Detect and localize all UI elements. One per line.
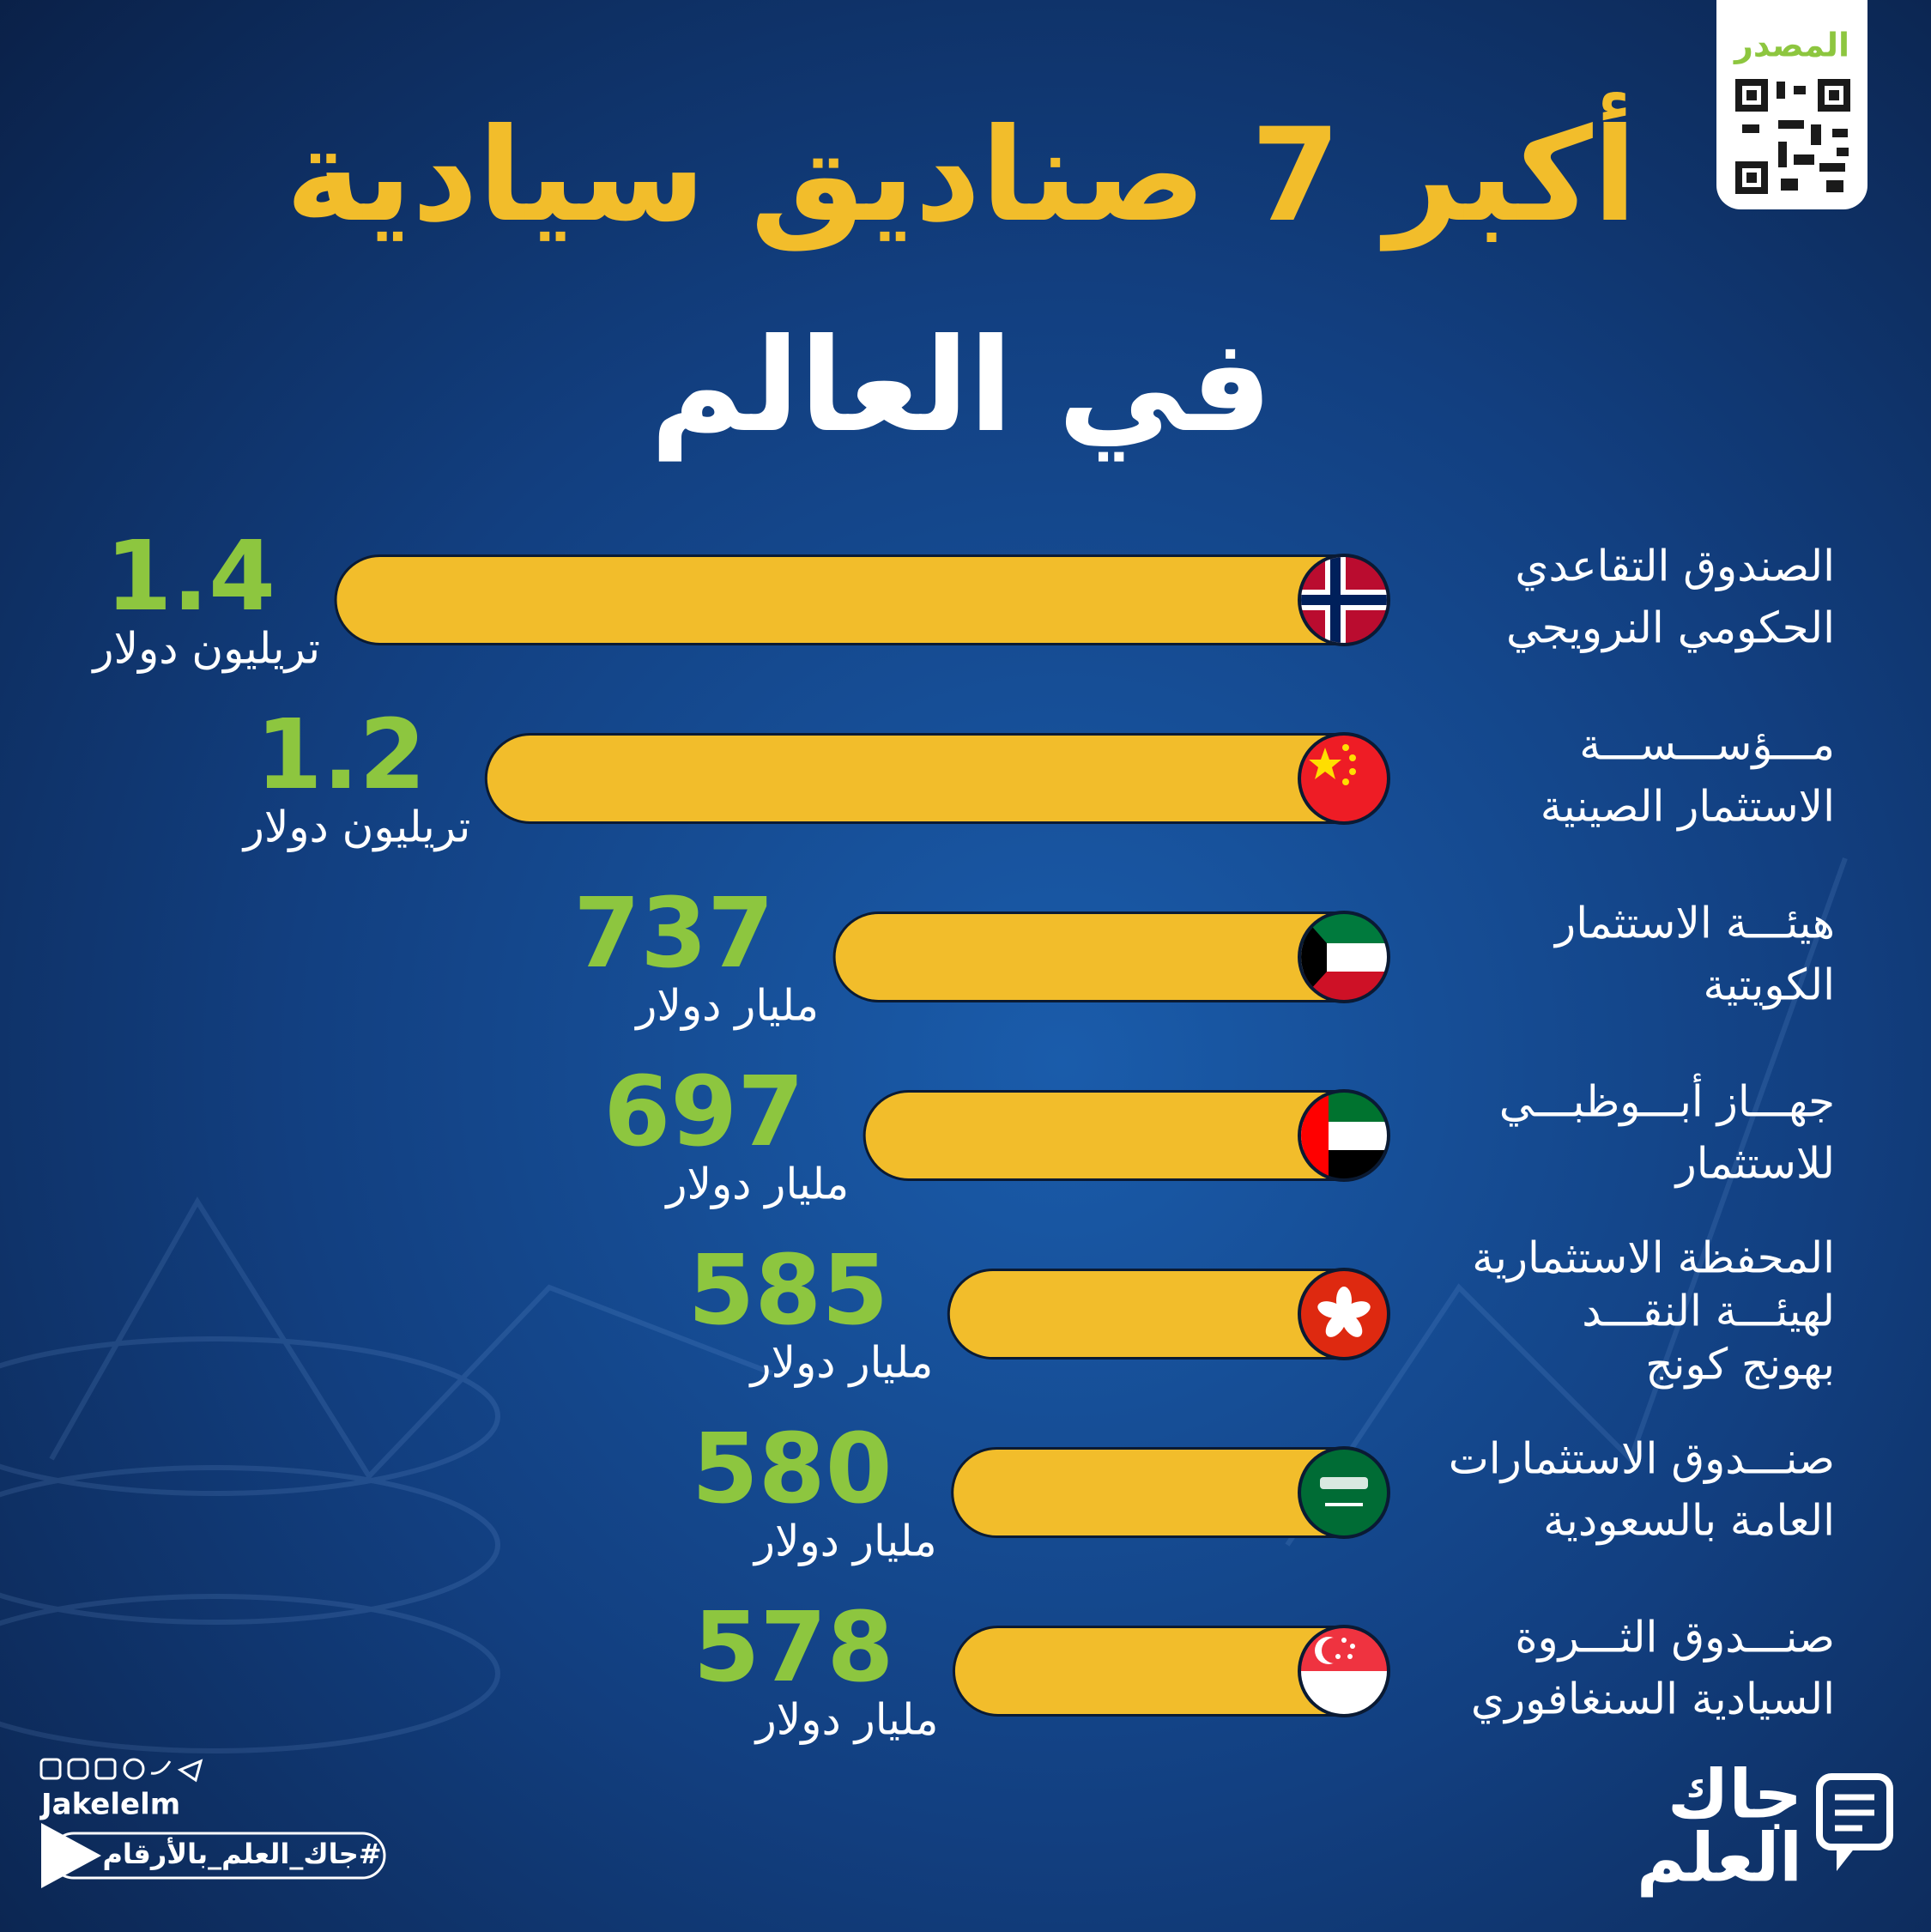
footer: Jakelelm #جاك_العلم_بالأرقام جاك العلم [39,1756,1893,1897]
category-label: هيئـــة الاستثمار [1553,899,1835,948]
logo: جاك العلم [1637,1756,1893,1897]
social-icons [39,1758,203,1783]
category-label: لهيئـــة النقـــد [1582,1287,1835,1337]
flag [1301,1093,1387,1178]
category-label: بهونج كونج [1645,1340,1835,1390]
value-label: 1.4 [106,521,275,633]
category-label: الكويتية [1704,960,1835,1010]
category-label: العامة بالسعودية [1543,1496,1835,1546]
unit-label: تريليون دولار [241,802,471,853]
category-label: السيادية السنغافوري [1471,1675,1835,1724]
title: في العالم [651,312,1273,462]
unit-label: مليار دولار [754,1695,939,1746]
bar [334,554,1390,645]
value-label: 697 [603,1057,804,1168]
flag [1301,1271,1387,1357]
category-label: للاستثمار [1674,1139,1835,1189]
category-label: المحفظة الاستثمارية [1472,1233,1835,1283]
value-label: 585 [687,1235,888,1347]
category-label: مـــؤســـســـة [1579,720,1835,770]
bar [484,733,1390,824]
logo-text: العلم [1637,1820,1802,1897]
category-label: الصندوق التقاعدي [1515,542,1835,592]
unit-label: تريليون دولار [90,624,320,675]
hashtag: #جاك_العلم_بالأرقام [102,1837,381,1870]
category-label: صنـــدوق الاستثمارات [1449,1434,1835,1485]
category-label: الحكومي النرويجي [1506,603,1835,654]
value-label: 1.2 [256,700,426,811]
flag [1301,914,1387,1000]
handle: Jakelelm [39,1788,180,1822]
unit-label: مليار دولار [663,1160,849,1210]
play-icon [41,1823,101,1888]
unit-label: مليار دولار [752,1517,937,1567]
flag [1301,1450,1387,1535]
flag [1301,1628,1387,1714]
flag [1301,557,1387,643]
category-label: صنـــدوق الثـــروة [1515,1613,1835,1663]
unit-label: مليار دولار [748,1338,934,1389]
qr-code [1734,77,1852,196]
logo-text: جاك [1668,1756,1802,1833]
source-box: المصدر [1716,0,1867,209]
flag [1301,736,1387,821]
title: أكبر 7 صناديق سيادية [286,92,1637,251]
value-label: 578 [693,1592,894,1704]
value-label: 737 [573,878,774,990]
category-label: جهـــاز أبـــوظبـــي [1499,1074,1835,1128]
unit-label: مليار دولار [633,981,819,1032]
decoration [0,857,1848,1753]
category-label: الاستثمار الصينية [1541,782,1835,832]
source-label: المصدر [1733,27,1849,64]
value-label: 580 [692,1414,893,1525]
